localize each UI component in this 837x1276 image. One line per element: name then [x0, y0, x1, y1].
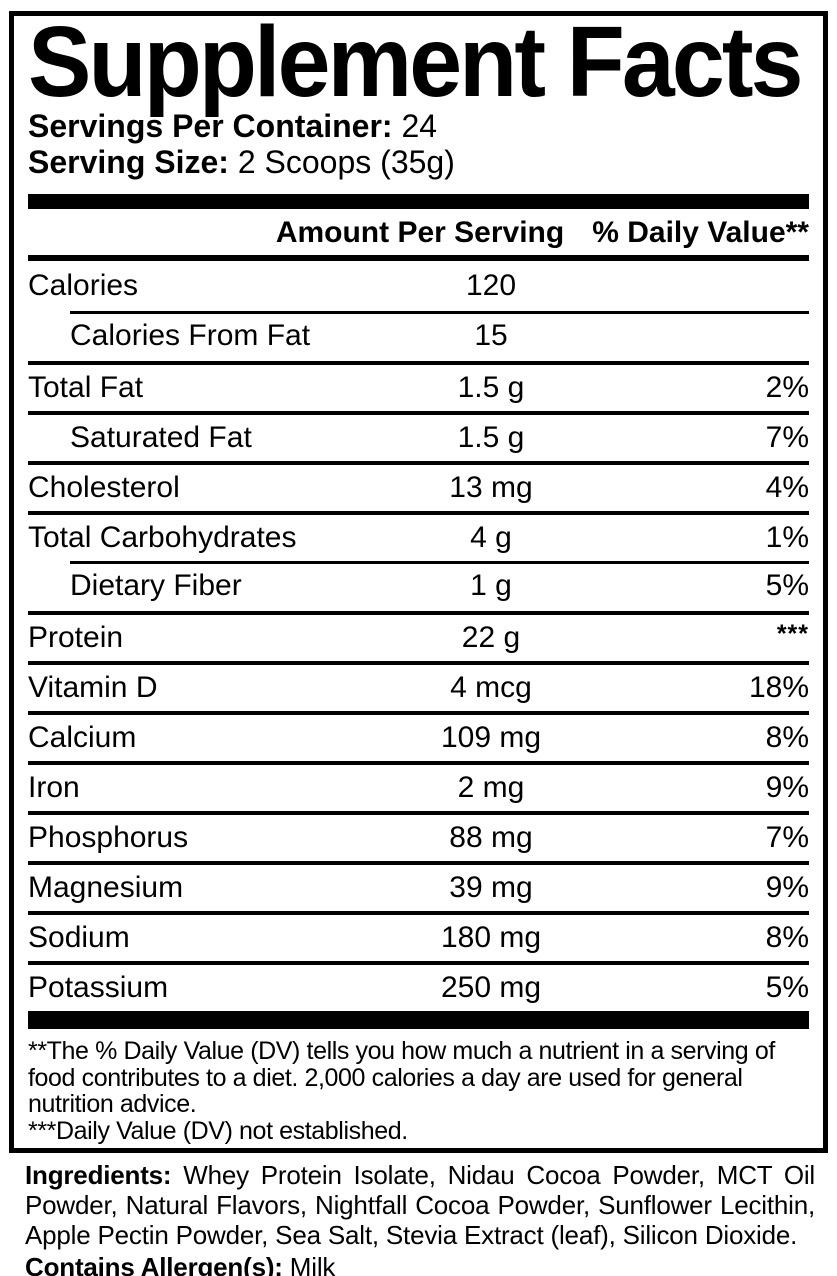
- nutrient-amount: 1.5 g: [457, 371, 525, 404]
- nutrient-row: Vitamin D 4 mcg 18%: [28, 661, 809, 711]
- divider-bar-bottom: [28, 1011, 809, 1029]
- nutrient-daily-value: 8%: [765, 721, 809, 754]
- header-daily-value: % Daily Value**: [592, 216, 809, 249]
- nutrient-name: Total Fat: [28, 371, 144, 404]
- nutrient-amount: 22 g: [461, 621, 521, 654]
- nutrient-row: Potassium 250 mg 5%: [28, 961, 809, 1011]
- nutrient-name: Total Carbohydrates: [28, 521, 297, 554]
- nutrient-name: Potassium: [28, 971, 169, 1004]
- nutrient-row: Protein 22 g ***: [28, 611, 809, 661]
- nutrient-row: Iron 2 mg 9%: [28, 761, 809, 811]
- footnote-not-established: ***Daily Value (DV) not established.: [28, 1116, 408, 1145]
- nutrient-name: Vitamin D: [28, 671, 158, 704]
- nutrient-name: Phosphorus: [28, 821, 189, 854]
- footnote-daily-value: **The % Daily Value (DV) tells you how m…: [28, 1037, 775, 1118]
- serving-size-line: Serving Size: 2 Scoops (35g): [28, 144, 809, 180]
- nutrient-name: Calories From Fat: [70, 319, 311, 352]
- nutrient-amount: 109 mg: [440, 721, 542, 754]
- panel-title-text: Supplement Facts: [28, 6, 803, 118]
- nutrient-row: Sodium 180 mg 8%: [28, 911, 809, 961]
- footnotes: **The % Daily Value (DV) tells you how m…: [28, 1029, 809, 1144]
- serving-size-label: Serving Size:: [28, 144, 229, 180]
- nutrient-amount: 4 mcg: [450, 671, 532, 704]
- nutrient-daily-value: 5%: [765, 569, 809, 602]
- allergen-label: Contains Allergen(s):: [25, 1252, 283, 1276]
- serving-size-value: 2 Scoops (35g): [237, 144, 455, 180]
- nutrient-daily-value: 9%: [765, 771, 809, 804]
- nutrient-daily-value: 2%: [765, 371, 809, 404]
- ingredients-text: Ingredients: Whey Protein Isolate, Nidau…: [25, 1160, 815, 1250]
- nutrient-row: Calcium 109 mg 8%: [28, 711, 809, 761]
- supplement-facts-panel: Supplement Facts Servings Per Container:…: [9, 11, 828, 1153]
- nutrient-daily-value: 5%: [765, 971, 809, 1004]
- nutrient-amount: 39 mg: [449, 871, 533, 904]
- nutrient-name: Sodium: [28, 921, 130, 954]
- nutrient-row: Phosphorus 88 mg 7%: [28, 811, 809, 861]
- nutrient-amount: 88 mg: [449, 821, 533, 854]
- nutrient-row: Cholesterol 13 mg 4%: [28, 461, 809, 511]
- nutrient-row: Dietary Fiber 1 g 5%: [28, 561, 809, 611]
- nutrient-daily-value: 7%: [765, 821, 809, 854]
- ingredients-section: Ingredients: Whey Protein Isolate, Nidau…: [25, 1160, 815, 1276]
- servings-per-container-line: Servings Per Container: 24: [28, 108, 809, 144]
- header-amount-per-serving: Amount Per Serving: [275, 216, 565, 249]
- nutrient-row: Calories 120: [28, 261, 809, 311]
- nutrient-row: Calories From Fat 15: [28, 311, 809, 361]
- nutrient-daily-value: 18%: [748, 671, 809, 704]
- panel-title: Supplement Facts: [28, 12, 809, 112]
- nutrient-name: Cholesterol: [28, 471, 180, 504]
- nutrient-daily-value: 7%: [765, 421, 809, 454]
- nutrient-daily-value: 4%: [765, 471, 809, 504]
- nutrient-daily-value: 9%: [765, 871, 809, 904]
- nutrient-amount: 1.5 g: [457, 421, 525, 454]
- nutrient-amount: 2 mg: [457, 771, 525, 804]
- nutrient-name: Protein: [28, 621, 124, 654]
- nutrient-daily-value: 1%: [765, 521, 809, 554]
- nutrient-amount: 250 mg: [440, 971, 542, 1004]
- nutrient-amount: 13 mg: [449, 471, 533, 504]
- nutrient-daily-value: ***: [776, 620, 809, 648]
- nutrient-amount: 120: [465, 269, 517, 302]
- nutrient-amount: 15: [474, 319, 508, 352]
- allergen-line: Contains Allergen(s): Milk: [25, 1252, 815, 1276]
- nutrient-amount: 1 g: [470, 569, 512, 602]
- servings-per-container-label: Servings Per Container:: [28, 108, 393, 144]
- nutrient-name: Saturated Fat: [70, 421, 252, 454]
- nutrient-name: Magnesium: [28, 871, 184, 904]
- nutrient-row: Total Fat 1.5 g 2%: [28, 361, 809, 411]
- nutrient-row: Magnesium 39 mg 9%: [28, 861, 809, 911]
- servings-per-container-value: 24: [401, 108, 438, 144]
- nutrient-row: Saturated Fat 1.5 g 7%: [28, 411, 809, 461]
- table-header-row: Amount Per Serving % Daily Value**: [28, 209, 809, 261]
- divider-bar-top: [28, 194, 809, 209]
- nutrient-daily-value: 8%: [765, 921, 809, 954]
- nutrient-name: Calcium: [28, 721, 137, 754]
- nutrient-name: Calories: [28, 269, 139, 302]
- nutrient-row: Total Carbohydrates 4 g 1%: [28, 511, 809, 561]
- nutrient-rows: Calories 120 Calories From Fat 15 Total Fat 1…: [28, 261, 809, 1011]
- ingredients-list: Whey Protein Isolate, Nidau Cocoa Powder…: [25, 1160, 815, 1250]
- nutrient-amount: 4 g: [470, 521, 512, 554]
- nutrient-name: Dietary Fiber: [70, 569, 242, 602]
- nutrient-name: Iron: [28, 771, 80, 804]
- allergen-value: Milk: [289, 1252, 336, 1276]
- nutrient-amount: 180 mg: [440, 921, 542, 954]
- ingredients-label: Ingredients:: [25, 1160, 172, 1190]
